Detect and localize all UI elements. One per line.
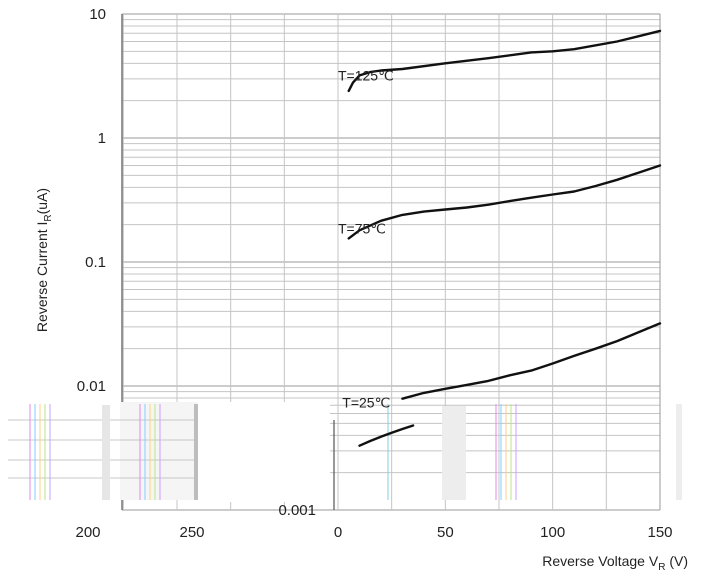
y-tick-labels: 10 1 0.1 0.01 0.001: [77, 6, 316, 519]
curve-label: T=125℃: [338, 68, 394, 84]
curve-label: T=75℃: [338, 220, 386, 236]
x-axis-label: Reverse Voltage VR (V): [542, 553, 688, 573]
x-tick-label: 50: [437, 524, 454, 541]
glitch-tile: [676, 404, 682, 500]
glitch-tile: [120, 402, 198, 500]
x-tick-labels: 0 50 100 150 200 250: [75, 524, 672, 541]
series-group: [347, 29, 662, 447]
y-tick-label: 10: [89, 6, 106, 23]
series-line-2: [347, 164, 662, 240]
x-tick-label: 0: [334, 524, 342, 541]
glitch-tile: [102, 405, 110, 500]
series-line-1: [347, 29, 662, 93]
x-tick-label: 150: [647, 524, 672, 541]
curve-label: T=25℃: [342, 395, 390, 411]
y-tick-label: 1: [98, 130, 106, 147]
y-tick-label: 0.01: [77, 378, 106, 395]
glitch-tile: [442, 406, 466, 500]
x-tick-label: 250: [179, 524, 204, 541]
series-line-3: [401, 322, 662, 400]
x-tick-label: 100: [540, 524, 565, 541]
y-tick-label: 0.001: [278, 502, 316, 519]
y-tick-label: 0.1: [85, 254, 106, 271]
glitch-mask: [0, 402, 120, 500]
x-tick-label: 200: [75, 524, 100, 541]
y-axis-label: Reverse Current IR(uA): [34, 188, 54, 332]
curve-labels: T=125℃ T=75℃ T=25℃: [338, 68, 394, 411]
glitch-tile: [194, 404, 198, 500]
series-line-4: [358, 424, 415, 447]
render-glitch-band: [0, 402, 682, 510]
